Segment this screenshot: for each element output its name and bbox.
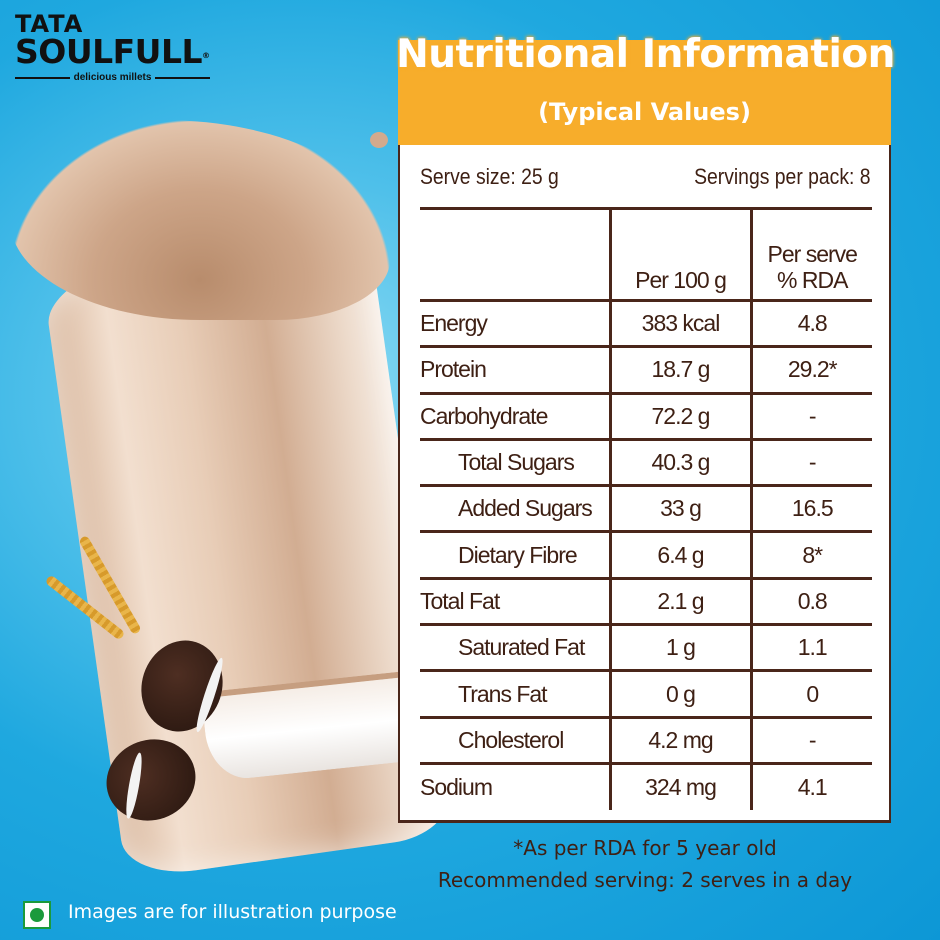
table-row: Added Sugars 33 g 16.5	[420, 484, 872, 534]
panel-title: Nutritional Information	[396, 32, 895, 77]
panel-body: Serve size: 25 g Servings per pack: 8 Pe…	[398, 145, 891, 823]
table-row: Saturated Fat 1 g 1.1	[420, 623, 872, 673]
tagline-rule-left	[15, 76, 70, 79]
header-nutrient	[420, 207, 610, 302]
milk-splash-image	[10, 120, 390, 320]
table-row: Protein 18.7 g 29.2*	[420, 345, 872, 395]
veg-dot	[30, 908, 44, 922]
brand-soulfull: SOULFULL®	[15, 32, 210, 71]
table-header-row: Per 100 g Per serve% RDA	[420, 207, 872, 302]
table-row: Total Fat 2.1 g 0.8	[420, 576, 872, 627]
table-row: Sodium 324 mg 4.1	[420, 761, 872, 810]
brand-tata: TATA	[15, 10, 84, 38]
nutrition-table: Per 100 g Per serve% RDA Energy 383 kcal 4…	[420, 207, 872, 810]
registered-mark: ®	[202, 51, 210, 60]
splash-drop-image	[370, 132, 388, 148]
brand-logo: TATA SOULFULL® delicious millets	[15, 12, 210, 83]
header-per-100g: Per 100 g	[608, 207, 751, 302]
recommended-serving-note: Recommended serving: 2 serves in a day	[437, 868, 853, 892]
illustration-disclaimer: Images are for illustration purpose	[68, 901, 397, 923]
table-row: Cholesterol 4.2 mg -	[420, 715, 872, 765]
table-row: Total Sugars 40.3 g-	[420, 437, 872, 488]
table-row: Energy 383 kcal 4.8	[420, 298, 872, 349]
rda-footnote: *As per RDA for 5 year old	[513, 836, 777, 860]
veg-mark-icon	[23, 901, 51, 929]
servings-per-pack: Servings per pack: 8	[694, 164, 871, 189]
table-row: Dietary Fibre 6.4 g 8*	[420, 530, 872, 580]
brand-tagline: delicious millets	[15, 72, 210, 83]
serving-info: Serve size: 25 g Servings per pack: 8	[420, 157, 871, 197]
nutrition-panel: Nutritional Information (Typical Values)…	[396, 32, 895, 823]
table-row: Carbohydrate 72.2 g-	[420, 391, 872, 441]
panel-subtitle: (Typical Values)	[538, 98, 751, 126]
header-rda: Per serve% RDA	[749, 207, 872, 302]
serve-size: Serve size: 25 g	[420, 164, 559, 189]
milkshake-illustration	[0, 120, 460, 880]
tagline-rule-right	[155, 76, 210, 79]
panel-header: Nutritional Information (Typical Values)	[396, 32, 895, 145]
